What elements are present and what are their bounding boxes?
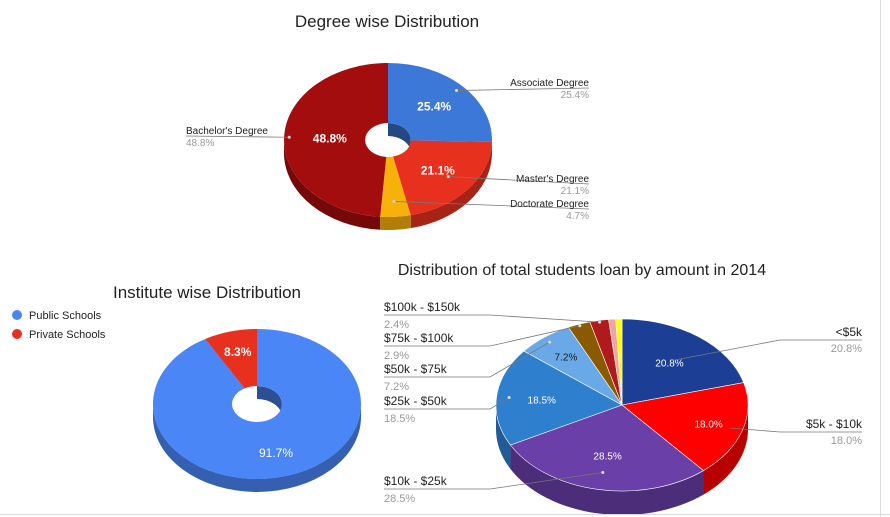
institute-chart-title: Institute wise Distribution <box>113 283 301 302</box>
institute-legend-swatch <box>12 329 22 339</box>
degree-callout-label: Doctorate Degree <box>510 199 589 210</box>
degree-callout-line <box>185 135 290 138</box>
institute-legend-swatch <box>12 310 22 320</box>
degree-slice-associate-degree[interactable] <box>388 63 493 142</box>
degree-slice-label: 21.1% <box>421 163 455 177</box>
degree-callout-line <box>456 87 590 91</box>
degree-pie <box>283 63 493 230</box>
loan-slice-side <box>510 445 704 516</box>
loan-callout-line <box>384 472 603 490</box>
degree-callout-dot <box>392 199 396 203</box>
loan-callout-dot <box>598 320 602 324</box>
loan-callout-line <box>384 314 600 323</box>
degree-callout-value: 4.7% <box>566 211 589 222</box>
institute-legend-label: Private Schools <box>29 329 106 341</box>
loan-slice-label: 7.2% <box>555 352 578 363</box>
loan-callout-line <box>384 397 510 410</box>
degree-callout-dot <box>455 89 459 93</box>
loan-slice-10k-25k[interactable] <box>509 404 705 492</box>
loan-callout-value: 28.5% <box>384 493 415 505</box>
loan-slice-25k-50k[interactable] <box>495 350 623 446</box>
institute-slice-private-schools[interactable] <box>205 329 257 404</box>
degree-callout-label: Associate Degree <box>510 78 589 89</box>
degree-callout-value: 25.4% <box>561 90 589 101</box>
loan-callout-dot <box>507 395 511 399</box>
loan-slice-5k[interactable] <box>621 318 745 406</box>
degree-callout-value: 48.8% <box>186 138 214 149</box>
loan-callout-label: <$5k <box>836 325 863 339</box>
degree-hole-wall <box>388 123 411 153</box>
degree-slice-doctorate-degree[interactable] <box>380 140 411 217</box>
degree-callout-dot <box>287 135 291 139</box>
institute-legend-label: Public Schools <box>29 310 102 322</box>
loan-callout-label: $5k - $10k <box>806 417 863 431</box>
loan-callout-value: 7.2% <box>384 381 409 393</box>
loan-callout-value: 2.4% <box>384 319 409 331</box>
degree-slice-side <box>380 215 411 230</box>
degree-slice-label: 25.4% <box>417 100 451 114</box>
institute-pie <box>153 329 361 492</box>
degree-callout-label: Master's Degree <box>516 174 589 185</box>
loan-pie <box>495 318 749 516</box>
loan-callout-value: 2.9% <box>384 350 409 362</box>
degree-slice-label: 48.8% <box>313 131 347 145</box>
loan-slice-side <box>703 405 748 495</box>
degree-callout-label: Bachelor's Degree <box>186 126 268 137</box>
loan-callout-line <box>384 325 580 347</box>
loan-slice-label: 18.5% <box>528 396 556 407</box>
loan-callout-label: $75k - $100k <box>384 331 454 345</box>
loan-callout-dot <box>601 471 605 475</box>
degree-slice-master-s-degree[interactable] <box>388 140 492 216</box>
degree-slice-side <box>284 140 381 230</box>
degree-slice-bachelor-s-degree[interactable] <box>283 63 388 217</box>
loan-callout-label: $10k - $25k <box>384 474 448 488</box>
loan-slice-side <box>496 405 511 470</box>
bottom-divider <box>0 514 890 515</box>
loan-slice-label: 28.5% <box>593 452 621 463</box>
loan-callout-label: $100k - $150k <box>384 300 461 314</box>
institute-slice-label: 8.3% <box>224 345 252 359</box>
loan-callout-value: 18.5% <box>384 413 415 425</box>
loan-slice-label: 18.0% <box>694 419 722 430</box>
institute-slice-side <box>153 404 361 492</box>
institute-slice-label: 91.7% <box>259 446 293 460</box>
loan-callout-dot <box>578 324 582 328</box>
loan-slice-label: 20.8% <box>655 359 683 370</box>
degree-callout-line <box>393 201 590 210</box>
loan-callout-label: $25k - $50k <box>384 394 448 408</box>
loan-callout-line <box>384 341 550 378</box>
degree-chart-title: Degree wise Distribution <box>295 12 479 31</box>
loan-callout-line <box>730 427 862 433</box>
loan-slice-extra-8[interactable] <box>615 318 623 406</box>
degree-callout-dot <box>446 175 450 179</box>
degree-slice-side <box>410 141 492 229</box>
loan-callout-dot <box>548 340 552 344</box>
loan-callout-value: 20.8% <box>831 343 862 355</box>
institute-hole-wall <box>257 386 282 417</box>
degree-callout-value: 21.1% <box>561 186 589 197</box>
loan-chart-title: Distribution of total students loan by a… <box>398 262 766 279</box>
loan-callout-value: 18.0% <box>831 435 862 447</box>
loan-callout-line <box>671 339 862 362</box>
loan-slice-5k-10k[interactable] <box>621 382 749 471</box>
loan-callout-label: $50k - $75k <box>384 362 448 376</box>
right-divider <box>880 0 881 517</box>
degree-callout-line <box>448 176 590 185</box>
